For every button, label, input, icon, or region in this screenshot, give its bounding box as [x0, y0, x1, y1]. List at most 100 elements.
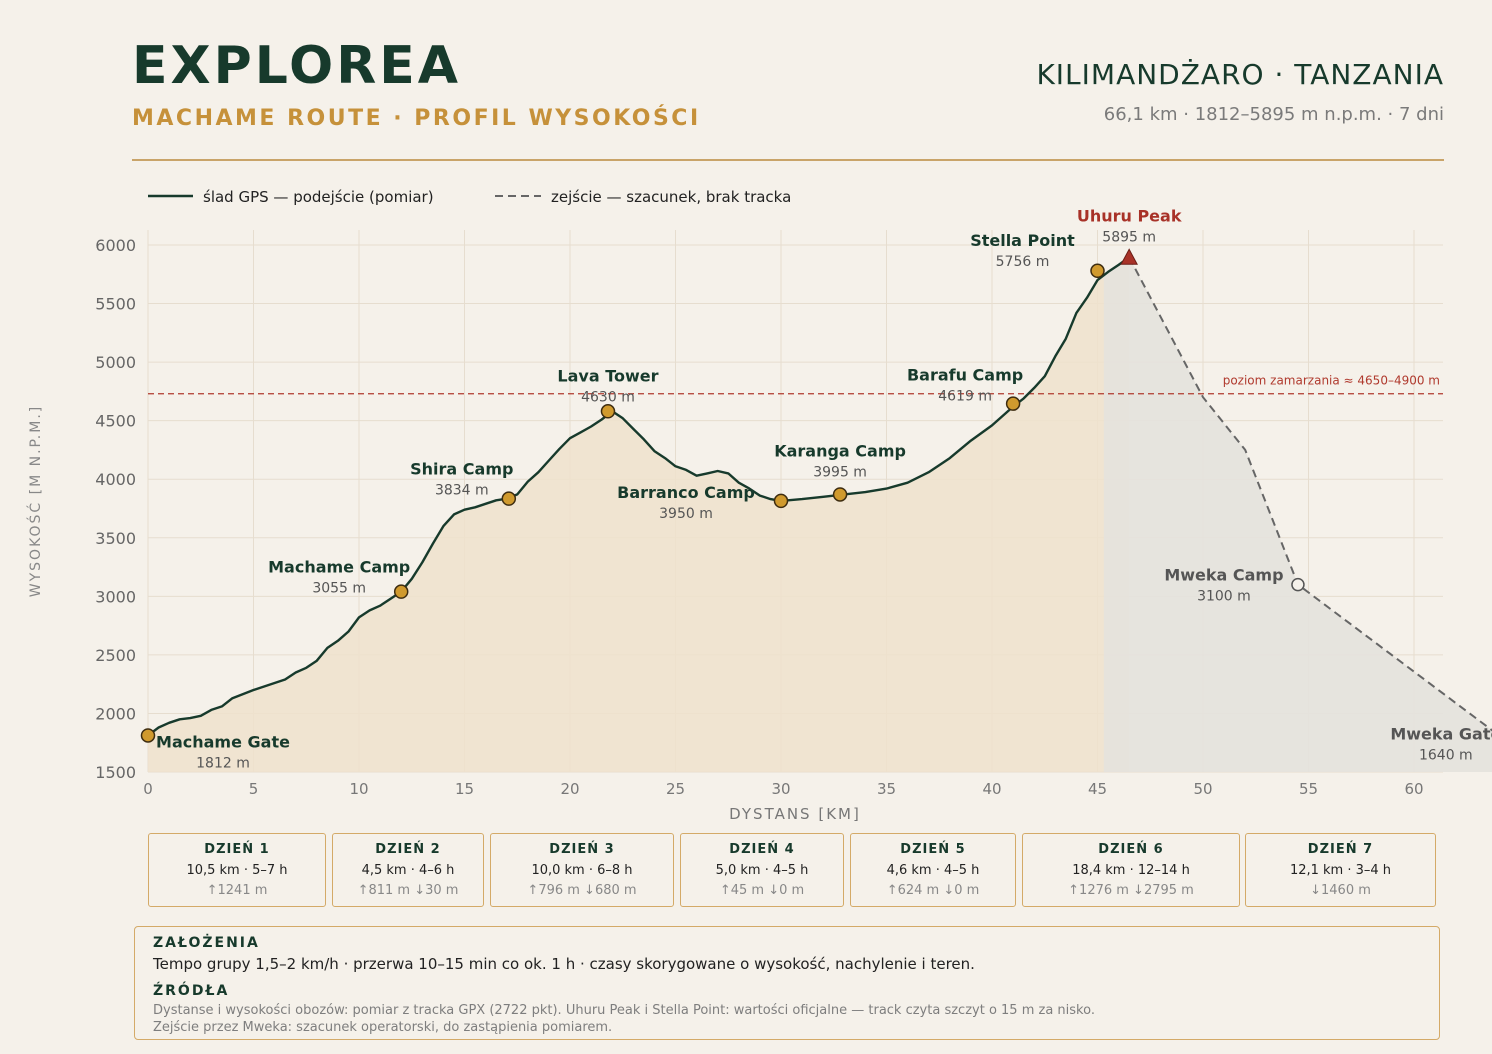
sources-text-2: Zejście przez Mweka: szacunek operatorsk…	[153, 1020, 613, 1035]
sources-heading: ŹRÓDŁA	[153, 983, 230, 999]
camp-elevation-label: 3100 m	[1197, 589, 1251, 605]
x-tick-label: 10	[349, 780, 368, 798]
day-distance: 12,1 km · 3–4 h	[1289, 863, 1392, 878]
day-distance: 10,5 km · 5–7 h	[186, 863, 288, 878]
camp-elevation-label: 1640 m	[1419, 748, 1473, 764]
day-card: DZIEŃ 2 4,5 km · 4–6 h ↑811 m ↓30 m	[332, 833, 484, 907]
day-card: DZIEŃ 4 5,0 km · 4–5 h ↑45 m ↓0 m	[680, 833, 844, 907]
day-title: DZIEŃ 1	[204, 842, 270, 857]
y-tick-label: 4500	[95, 412, 136, 431]
day-card: DZIEŃ 1 10,5 km · 5–7 h ↑1241 m	[148, 833, 326, 907]
x-tick-label: 40	[982, 780, 1001, 798]
assumptions-text: Tempo grupy 1,5–2 km/h · przerwa 10–15 m…	[153, 955, 975, 973]
day-title: DZIEŃ 5	[900, 842, 966, 857]
camp-name-label: Lava Tower	[557, 366, 658, 385]
notes-box: ZAŁOŻENIA Tempo grupy 1,5–2 km/h · przer…	[134, 926, 1440, 1040]
region-title: KILIMANDŻARO · TANZANIA	[1036, 58, 1444, 91]
day-elevation: ↑811 m ↓30 m	[357, 883, 459, 898]
y-tick-label: 5500	[95, 295, 136, 314]
header-divider	[132, 159, 1444, 161]
x-tick-label: 35	[877, 780, 896, 798]
camp-name-label: Shira Camp	[410, 460, 513, 479]
y-axis-label: WYSOKOŚĆ [M N.P.M.]	[26, 405, 44, 597]
camp-marker	[832, 487, 848, 502]
brand-title: EXPLOREA	[132, 36, 462, 96]
descent-area	[1103, 257, 1492, 772]
camp-marker	[600, 404, 616, 419]
camp-elevation-label: 3995 m	[813, 464, 867, 480]
day-title: DZIEŃ 2	[375, 842, 441, 857]
camp-marker	[393, 584, 409, 599]
legend-solid-label: ślad GPS — podejście (pomiar)	[203, 188, 434, 206]
x-axis-label: DYSTANS [KM]	[729, 805, 861, 823]
day-elevation: ↑1241 m	[206, 883, 268, 898]
camp-elevation-label: 4619 m	[938, 389, 992, 405]
elevation-chart: 0510152025303540455055606515002000250030…	[26, 188, 1492, 823]
x-tick-label: 5	[249, 780, 259, 798]
legend-dashed-label: zejście — szacunek, brak tracka	[551, 188, 791, 206]
y-tick-label: 3000	[95, 587, 136, 606]
y-tick-label: 4000	[95, 470, 136, 489]
x-tick-label: 0	[143, 780, 153, 798]
day-title: DZIEŃ 3	[549, 842, 615, 857]
sources-text-1: Dystanse i wysokości obozów: pomiar z tr…	[153, 1003, 1095, 1018]
x-tick-label: 15	[455, 780, 474, 798]
x-tick-label: 25	[666, 780, 685, 798]
day-elevation: ↑1276 m ↓2795 m	[1068, 883, 1194, 898]
route-stats: 66,1 km · 1812–5895 m n.p.m. · 7 dni	[1103, 104, 1444, 125]
camp-name-label: Karanga Camp	[774, 441, 906, 460]
ascent-area	[148, 257, 1130, 772]
y-tick-label: 6000	[95, 236, 136, 255]
freezing-label: poziom zamarzania ≈ 4650–4900 m	[1223, 374, 1440, 388]
day-card: DZIEŃ 5 4,6 km · 4–5 h ↑624 m ↓0 m	[850, 833, 1016, 907]
day-distance: 5,0 km · 4–5 h	[715, 863, 809, 878]
day-title: DZIEŃ 4	[729, 842, 795, 857]
day-elevation: ↑45 m ↓0 m	[719, 883, 805, 898]
day-card: DZIEŃ 6 18,4 km · 12–14 h ↑1276 m ↓2795 m	[1022, 833, 1240, 907]
day-title: DZIEŃ 7	[1307, 842, 1374, 857]
day-card: DZIEŃ 7 12,1 km · 3–4 h ↓1460 m	[1245, 833, 1436, 907]
camp-elevation-label: 4630 m	[581, 389, 635, 405]
day-elevation: ↓1460 m	[1310, 883, 1371, 898]
x-tick-label: 55	[1299, 780, 1318, 798]
camp-marker	[501, 491, 517, 506]
day-distance: 18,4 km · 12–14 h	[1072, 863, 1190, 878]
camp-name-label: Machame Gate	[156, 732, 290, 751]
x-tick-label: 45	[1088, 780, 1107, 798]
camp-elevation-label: 3950 m	[659, 506, 713, 522]
day-summary-row: DZIEŃ 1 10,5 km · 5–7 h ↑1241 m DZIEŃ 2 4,5 …	[0, 833, 1492, 909]
camp-name-label: Machame Camp	[268, 558, 410, 577]
x-tick-label: 50	[1193, 780, 1212, 798]
y-tick-label: 1500	[95, 763, 136, 782]
day-distance: 10,0 km · 6–8 h	[531, 863, 633, 878]
camp-elevation-label: 5756 m	[996, 254, 1050, 270]
camp-marker	[1005, 396, 1021, 411]
camp-marker	[140, 728, 156, 743]
y-tick-label: 2000	[95, 704, 136, 723]
y-tick-label: 3500	[95, 529, 136, 548]
x-tick-label: 30	[771, 780, 790, 798]
camp-marker	[1090, 263, 1105, 279]
camp-name-label: Barafu Camp	[907, 366, 1023, 385]
camp-elevation-label: 5895 m	[1102, 229, 1156, 245]
day-elevation: ↑624 m ↓0 m	[886, 883, 980, 898]
x-tick-label: 20	[560, 780, 579, 798]
day-distance: 4,5 km · 4–6 h	[361, 863, 455, 878]
camp-name-label: Mweka Gate	[1390, 725, 1492, 744]
camp-marker	[773, 493, 789, 509]
camp-elevation-label: 3055 m	[312, 581, 366, 597]
route-subtitle: MACHAME ROUTE · PROFIL WYSOKOŚCI	[132, 106, 701, 131]
ascent-line	[147, 256, 1130, 737]
camp-name-label: Uhuru Peak	[1077, 206, 1182, 225]
camp-name-label: Mweka Camp	[1164, 566, 1283, 585]
y-tick-label: 2500	[95, 646, 136, 665]
assumptions-heading: ZAŁOŻENIA	[153, 935, 260, 951]
day-distance: 4,6 km · 4–5 h	[886, 863, 980, 878]
camp-name-label: Stella Point	[970, 231, 1075, 250]
y-tick-label: 5000	[95, 353, 136, 372]
descent-line	[1128, 256, 1492, 732]
day-card: DZIEŃ 3 10,0 km · 6–8 h ↑796 m ↓680 m	[490, 833, 674, 907]
x-tick-label: 60	[1404, 780, 1423, 798]
day-title: DZIEŃ 6	[1098, 842, 1164, 857]
camp-elevation-label: 1812 m	[196, 755, 250, 771]
